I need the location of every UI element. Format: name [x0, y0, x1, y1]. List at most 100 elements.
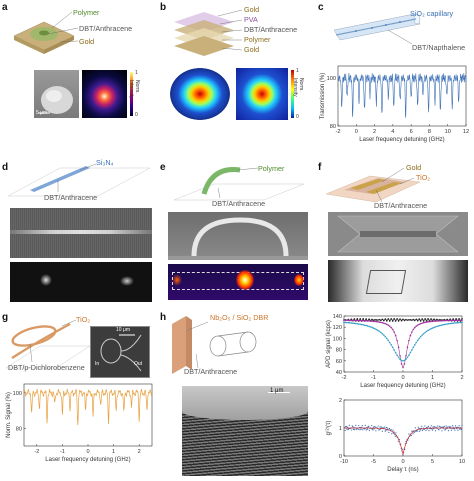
- x-tick-label: 12: [463, 129, 469, 135]
- g2-data-point: [346, 428, 348, 430]
- y-tick-label: 80: [336, 348, 342, 354]
- g2-data-point: [367, 428, 369, 430]
- y-axis-label: APD signal (kcps): [326, 320, 332, 368]
- g2-data-point: [344, 429, 346, 432]
- label-gold: Gold: [79, 37, 95, 46]
- g2-data-point: [446, 426, 448, 428]
- g2-data-point: [454, 425, 457, 427]
- x-tick-label: -10: [340, 459, 348, 465]
- x-tick-label: 0: [355, 129, 358, 135]
- x-tick-label: 2: [373, 129, 376, 135]
- x-tick-label: 0: [86, 449, 89, 455]
- panel-letter: h: [160, 312, 167, 323]
- sem-dbr-crosssection: [182, 386, 308, 476]
- sem-scale-label: 1 μm: [270, 388, 284, 394]
- label-gold-bot: Gold: [244, 45, 260, 54]
- y-axis-label: Norm. Signal (%): [6, 392, 12, 438]
- panel-letter: c: [318, 2, 324, 13]
- label-dbt: DBT/p-Dichlorobenzene: [8, 363, 85, 372]
- y-tick-label: 80: [16, 426, 22, 432]
- g2-data-point: [410, 434, 412, 437]
- y-tick-label: 120: [333, 325, 342, 331]
- g2-data-point: [460, 428, 463, 431]
- g2-data-point: [378, 429, 380, 431]
- x-tick-label: -1: [60, 449, 65, 455]
- g2-data-point: [362, 429, 364, 431]
- g2-data-point: [442, 426, 444, 428]
- y-tick-label: 80: [330, 124, 336, 130]
- colorbar-a: [130, 72, 133, 116]
- x-tick-label: 4: [391, 129, 394, 135]
- g2-data-point: [394, 435, 396, 438]
- label-dbr: Nb₂O₅ / SiO₂ DBR: [210, 313, 269, 322]
- g2-data-point: [450, 429, 452, 431]
- g2-data-point: [379, 426, 381, 428]
- x-tick-label: -5: [371, 459, 376, 465]
- panel-letter: a: [2, 2, 8, 13]
- cbar-min: 0: [296, 114, 299, 120]
- label-dbt: DBT/Napthalene: [412, 43, 466, 52]
- g2-data-point: [385, 429, 387, 431]
- g2-data-point: [372, 426, 375, 428]
- g2-data-point: [459, 428, 461, 430]
- g2-data-point: [384, 426, 386, 428]
- g2-data-point: [357, 428, 359, 431]
- g2-data-point: [392, 429, 394, 431]
- y-tick-label: 140: [333, 314, 342, 320]
- transmission-chart: -2 0 2 4 6 8 10 12 80 100 Laser frequency detuning…: [320, 65, 469, 143]
- x-tick-label: 2: [460, 375, 463, 381]
- cbar-min: 0: [135, 112, 138, 118]
- g2-data-point: [444, 428, 447, 430]
- g2-data-point: [420, 429, 422, 431]
- panel-c: c SiO₂ capillary DBT/Napthalene -2 0 2 4 6 8 1…: [316, 0, 474, 160]
- g2-data-point: [457, 429, 459, 431]
- panel-b: b Gold PVA DBT/Anthracene Polymer Gold 1…: [158, 0, 316, 160]
- g2-data-point: [381, 430, 383, 432]
- g2-data-point: [351, 425, 353, 427]
- y-tick-label: 0: [339, 454, 342, 460]
- g2-data-point: [385, 426, 388, 429]
- g2-data-point: [373, 428, 375, 430]
- cbar-max: 1: [296, 68, 299, 74]
- g2-data-point: [426, 426, 428, 429]
- panel-d: d Si₃N₄ DBT/Anthracene: [0, 159, 158, 310]
- g2-data-point: [417, 430, 419, 432]
- label-gold-top: Gold: [244, 5, 260, 14]
- g2-data-point: [454, 429, 456, 431]
- arch-schematic: [173, 167, 305, 201]
- label-pva: PVA: [244, 15, 258, 24]
- g2-data-point: [436, 426, 438, 428]
- g2-data-point: [432, 426, 434, 428]
- g2-data-point: [445, 425, 447, 427]
- x-axis-label: Laser frequency detuning (GHz): [359, 137, 444, 143]
- panel-letter: e: [160, 162, 166, 173]
- g2-data-point: [418, 430, 421, 432]
- g2-data-point: [348, 428, 350, 430]
- g2-data-point: [431, 429, 434, 431]
- g2-data-point: [421, 425, 423, 427]
- x-axis-label: Delay τ (ns): [387, 467, 418, 473]
- panel-f: f Gold TiO₂ DBT/Anthracene: [316, 160, 474, 310]
- g2-data-point: [372, 429, 374, 431]
- g2-data-point: [408, 433, 410, 435]
- g2-data-point: [345, 425, 347, 428]
- label-dbt: DBT/Anthracene: [184, 367, 238, 376]
- signal-chart: -2 -1 0 1 2 80 100 Laser frequency detuning (GH…: [6, 383, 153, 463]
- g2-data-point: [397, 440, 399, 443]
- g2-data-point: [417, 426, 419, 428]
- g2-data-point: [428, 429, 430, 432]
- panel-g: g TiO₂ DBT/p-Dichlorobenzene 10 μm In Ou…: [0, 310, 158, 481]
- g2-data-point: [438, 429, 440, 431]
- apd-series-line: [343, 318, 463, 322]
- x-tick-label: 10: [445, 129, 451, 135]
- g2-data-point: [444, 429, 446, 431]
- g2-data-point: [431, 428, 433, 430]
- g2-data-point: [461, 424, 463, 427]
- cbar-title: Norm. Intensity: [128, 80, 140, 99]
- cbar-title: Norm. Intensity: [292, 78, 304, 97]
- y-tick-label: 40: [336, 370, 342, 376]
- x-axis-label: Laser frequency detuning (GHz): [360, 383, 445, 389]
- g2-data-point: [390, 429, 392, 431]
- label-dbt: DBT/Anthracene: [212, 199, 266, 208]
- optical-image-slot: [328, 260, 468, 302]
